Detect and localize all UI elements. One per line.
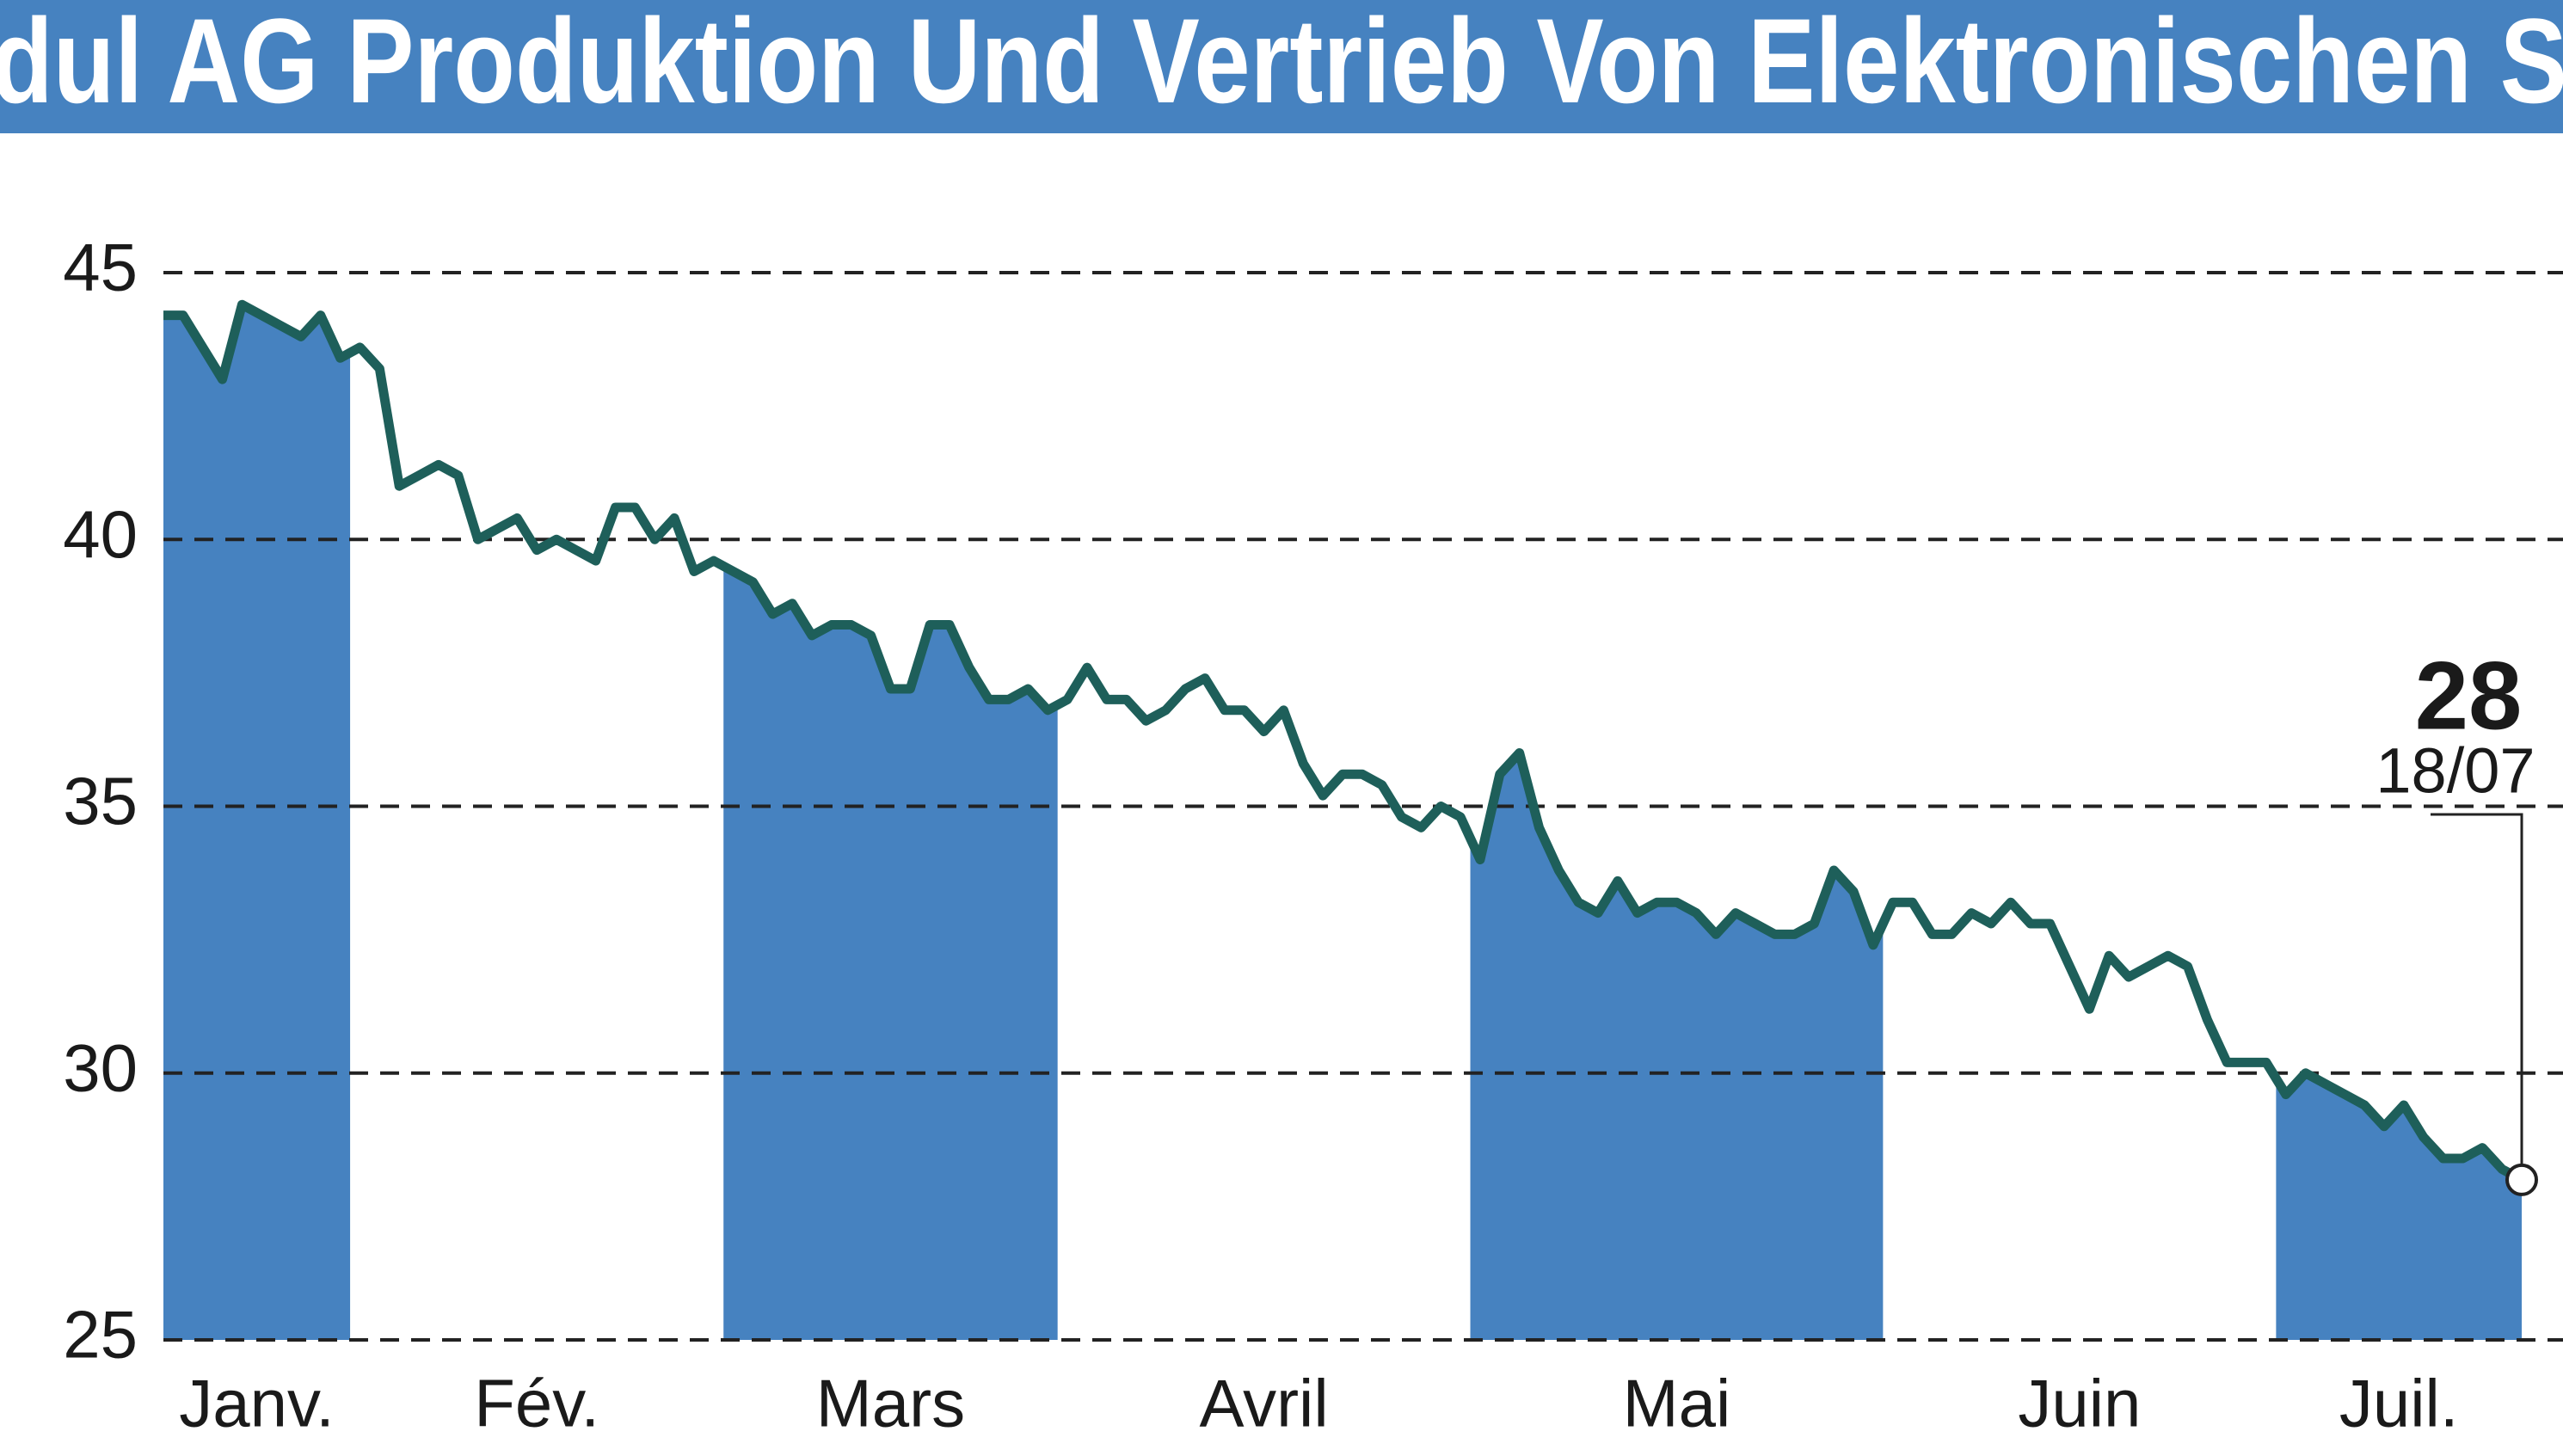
end-date-label: 18/07: [2376, 735, 2535, 807]
month-band: [723, 566, 1058, 1340]
y-tick-label: 25: [63, 1297, 138, 1373]
price-line: [163, 299, 2524, 1184]
month-band: [1470, 753, 1884, 1340]
y-tick-label: 30: [63, 1029, 138, 1105]
title-band: [0, 0, 2563, 133]
x-tick-label: Juil.: [2339, 1366, 2459, 1441]
end-value-label: 28: [2415, 642, 2523, 750]
chart-title: dul AG Produktion Und Vertrieb Von Elekt…: [0, 0, 2563, 128]
x-tick-label: Mai: [1623, 1366, 1731, 1441]
x-tick-label: Avril: [1199, 1366, 1328, 1441]
x-tick-label: Fév.: [474, 1366, 599, 1441]
leader-line: [2431, 813, 2523, 1180]
x-tick-label: Mars: [816, 1366, 965, 1441]
month-band: [2276, 1072, 2522, 1340]
month-band: [163, 304, 351, 1341]
end-point: [2505, 1163, 2538, 1196]
y-tick-label: 40: [63, 496, 138, 572]
bands: [163, 304, 2522, 1341]
y-tick-label: 35: [63, 763, 138, 839]
x-tick-label: Juin: [2018, 1366, 2141, 1441]
y-tick-label: 45: [63, 230, 138, 305]
x-tick-label: Janv.: [179, 1366, 335, 1441]
